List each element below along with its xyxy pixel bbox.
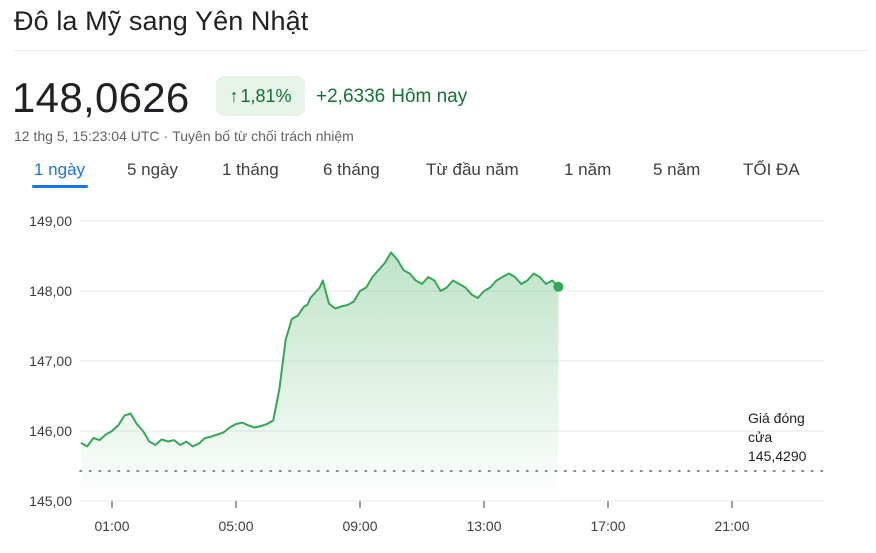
previous-close-label-line2: cửa	[748, 429, 773, 445]
change-percent-badge: ↑ 1,81%	[216, 76, 305, 116]
x-tick-label: 17:00	[590, 518, 625, 534]
page-title: Đô la Mỹ sang Yên Nhật	[14, 6, 309, 36]
y-tick-label: 148,00	[29, 283, 72, 299]
change-summary: +2,6336 Hôm nay	[316, 86, 473, 108]
y-tick-label: 149,00	[29, 213, 72, 229]
y-tick-label: 146,00	[29, 423, 72, 439]
change-percent: 1,81%	[240, 85, 292, 106]
x-tick-label: 13:00	[466, 518, 501, 534]
tab-1-month[interactable]: 1 tháng	[222, 160, 279, 179]
x-tick-label: 09:00	[342, 518, 377, 534]
previous-close-label: Giá đóng cửa 145,4290	[748, 409, 806, 466]
tab-1-year[interactable]: 1 năm	[564, 160, 612, 179]
change-value: +2,6336	[316, 86, 386, 107]
timestamp: 12 thg 5, 15:23:04 UTC	[14, 128, 160, 144]
price-chart: 149,00 148,00 147,00 146,00 145,00 01:00 05:0…	[29, 213, 825, 534]
x-tick-label: 01:00	[94, 518, 129, 534]
x-tick-label: 21:00	[714, 518, 749, 534]
tab-max[interactable]: TỐI ĐA	[743, 160, 800, 179]
timestamp-line: 12 thg 5, 15:23:04 UTC · Tuyên bố từ chối …	[14, 128, 354, 144]
tab-6-months[interactable]: 6 tháng	[323, 160, 380, 179]
current-price-dot	[553, 281, 564, 292]
tab-ytd[interactable]: Từ đầu năm	[426, 160, 519, 179]
y-tick-label: 147,00	[29, 353, 72, 369]
y-tick-label: 145,00	[29, 493, 72, 509]
separator: ·	[163, 128, 169, 144]
price-line	[80, 251, 560, 448]
arrow-up-icon: ↑	[229, 85, 239, 106]
change-period: Hôm nay	[391, 86, 468, 107]
price-area-fill	[81, 252, 559, 501]
tab-5-days[interactable]: 5 ngày	[127, 160, 179, 179]
current-price: 148,0626	[12, 74, 190, 121]
active-tab-indicator	[32, 185, 88, 188]
tab-5-years[interactable]: 5 năm	[653, 160, 701, 179]
previous-close-label-line1: Giá đóng	[748, 410, 805, 426]
x-tick-label: 05:00	[218, 518, 253, 534]
divider	[14, 50, 868, 51]
previous-close-value: 145,4290	[748, 448, 807, 464]
disclaimer-link[interactable]: Tuyên bố từ chối trách nhiệm	[172, 128, 354, 144]
tab-1-day[interactable]: 1 ngày	[34, 160, 86, 179]
